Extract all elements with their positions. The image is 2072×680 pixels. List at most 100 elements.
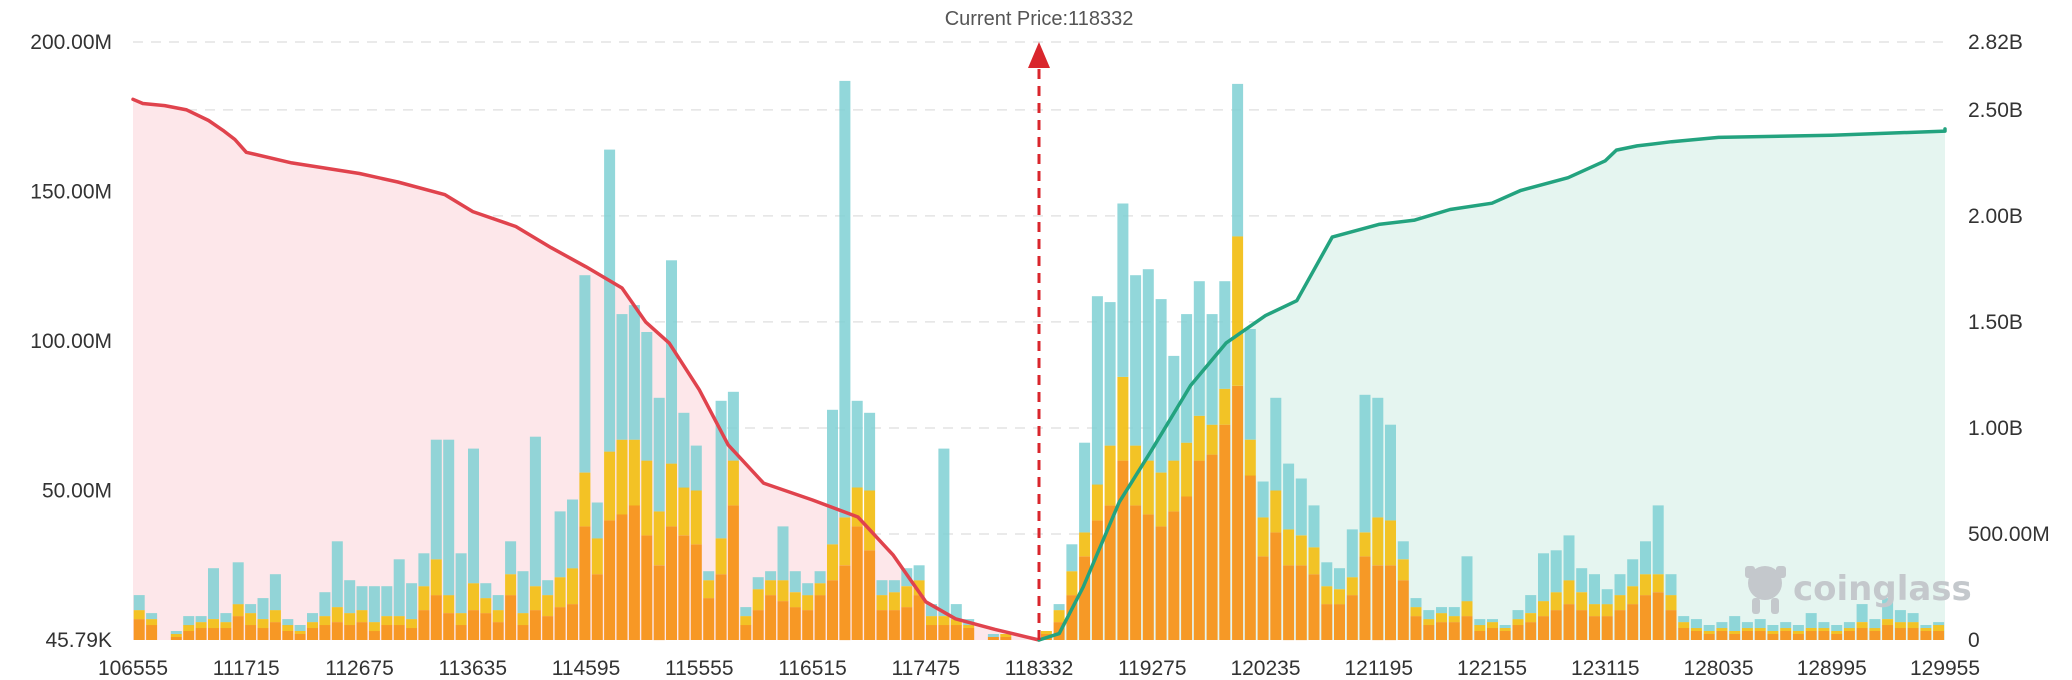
bar-segment-high (1792, 625, 1804, 631)
y-right-tick-label: 2.00B (1968, 205, 2023, 228)
current-price-arrow (1028, 42, 1050, 68)
bar-segment-high (381, 586, 393, 617)
bar-segment-low (1627, 604, 1639, 640)
bar-segment-low (1538, 616, 1549, 640)
bar-segment-mid (690, 490, 702, 545)
bar-segment-low (888, 610, 900, 640)
bar-series (133, 80, 1945, 641)
bar-segment-mid (1053, 610, 1065, 623)
bar-segment-high (1716, 622, 1728, 629)
bar-segment-mid (727, 460, 739, 506)
bar-segment-high (480, 583, 492, 599)
bar-segment-mid (678, 487, 690, 536)
bar-segment-mid (529, 586, 541, 611)
bar-segment-high (319, 592, 331, 617)
bar-segment-mid (1856, 622, 1868, 629)
bar-segment-low (1487, 628, 1498, 640)
bar-segment-low (1270, 532, 1282, 640)
bar-segment-high (1665, 574, 1677, 596)
bar-segment-high (888, 580, 900, 593)
bar-segment-low (1780, 631, 1792, 640)
bar-segment-low (1576, 610, 1588, 640)
bar-segment-high (1894, 610, 1906, 623)
bar-segment-low (505, 595, 517, 640)
bar-segment-low (1000, 637, 1012, 640)
bar-segment-mid (913, 580, 925, 596)
bar-segment-mid (1219, 388, 1231, 425)
bar-segment-high (715, 400, 727, 539)
bar-segment-low (1079, 556, 1091, 640)
bar-segment-mid (170, 634, 182, 637)
bar-segment-mid (1589, 604, 1600, 617)
bar-segment-high (1066, 544, 1078, 572)
bar-segment-high (1627, 559, 1639, 587)
bar-segment-mid (1627, 586, 1639, 605)
bar-segment-high (666, 260, 677, 464)
bar-segment-low (1614, 610, 1626, 640)
bar-segment-mid (468, 583, 479, 611)
bar-segment-high (1091, 296, 1103, 485)
bar-segment-mid (1232, 236, 1244, 386)
bar-segment-high (1142, 269, 1154, 461)
bar-segment-high (740, 607, 752, 617)
bar-segment-low (1525, 622, 1537, 640)
bar-segment-mid (963, 625, 975, 628)
bar-segment-high (307, 613, 318, 623)
bar-segment-mid (505, 574, 517, 596)
bar-segment-low (1283, 565, 1295, 641)
bar-segment-high (950, 604, 962, 620)
bar-segment-high (232, 562, 244, 605)
bar-segment-mid (1295, 535, 1307, 566)
bar-segment-low (876, 610, 888, 640)
bar-segment-high (1079, 442, 1091, 533)
bar-segment-low (208, 628, 219, 640)
bar-segment-high (1219, 281, 1231, 389)
bar-segment-low (133, 619, 145, 640)
bar-segment-low (1690, 631, 1702, 640)
bar-segment-low (1767, 634, 1779, 640)
bar-segment-mid (1665, 595, 1677, 611)
bar-segment-low (678, 535, 690, 640)
bar-segment-mid (455, 613, 467, 626)
y-right-tick-label: 2.50B (1968, 99, 2023, 122)
bar-segment-low (1385, 565, 1396, 641)
bar-segment-mid (653, 511, 665, 566)
bar-segment-high (678, 412, 690, 488)
bar-segment-low (183, 631, 195, 640)
bar-segment-low (170, 637, 182, 640)
bar-segment-high (1805, 613, 1817, 628)
bar-segment-high (814, 571, 826, 584)
x-tick-label: 129955 (1910, 657, 1980, 680)
bar-segment-mid (406, 619, 418, 629)
x-tick-label: 118332 (1005, 657, 1074, 680)
x-tick-label: 113635 (438, 657, 507, 680)
bar-segment-mid (1512, 619, 1524, 626)
bar-segment-high (517, 571, 529, 614)
bar-segment-mid (703, 580, 715, 599)
bar-segment-high (146, 613, 158, 620)
bar-segment-mid (1334, 589, 1345, 605)
bar-segment-low (777, 601, 789, 640)
bar-segment-mid (1640, 574, 1651, 596)
bar-segment-high (1741, 622, 1753, 629)
bar-segment-mid (1448, 616, 1460, 623)
bar-segment-mid (282, 625, 294, 631)
bar-segment-low (1601, 616, 1613, 640)
bar-segment-high (430, 439, 442, 560)
bar-segment-high (1295, 478, 1307, 536)
bar-segment-low (282, 631, 294, 640)
y-left-tick-label: 50.00M (42, 480, 112, 503)
bar-segment-low (1117, 460, 1129, 640)
bar-segment-high (554, 511, 566, 578)
bar-segment-low (1499, 631, 1511, 640)
bar-segment-low (901, 607, 913, 640)
bar-segment-high (1538, 553, 1549, 602)
bar-segment-high (641, 332, 653, 461)
bar-segment-low (987, 637, 999, 640)
bar-segment-high (1257, 481, 1269, 518)
bar-segment-high (542, 580, 554, 596)
bar-segment-low (1397, 580, 1409, 640)
bar-segment-low (1206, 454, 1218, 640)
bar-segment-high (1550, 550, 1562, 593)
bar-segment-low (1920, 631, 1932, 640)
